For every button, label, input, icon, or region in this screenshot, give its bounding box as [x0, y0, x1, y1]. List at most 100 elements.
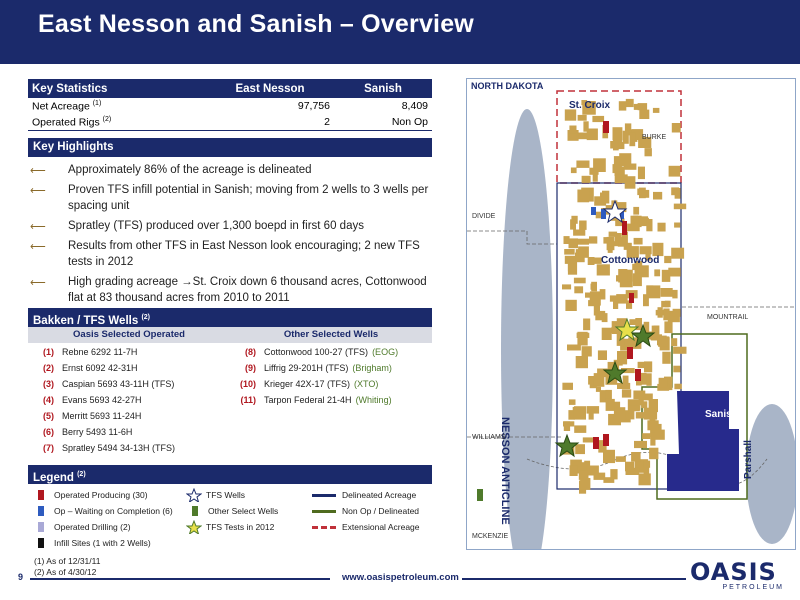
- well-number: (6): [43, 427, 54, 437]
- legend-item: Operated Producing (30): [38, 489, 148, 501]
- acreage-block: [615, 218, 625, 227]
- stats-row: Operated Rigs (2) 2 Non Op: [28, 114, 432, 131]
- sanish-boundary: [641, 333, 748, 500]
- acreage-block: [623, 163, 637, 170]
- area-label-sanish: Sanish: [705, 409, 738, 420]
- acreage-block: [626, 300, 633, 309]
- acreage-block: [622, 375, 629, 384]
- acreage-block: [597, 350, 607, 360]
- stats-col-east-nesson: East Nesson: [235, 82, 305, 95]
- wells-footnote: (2): [141, 314, 151, 321]
- acreage-block: [625, 461, 635, 472]
- acreage-block: [643, 321, 650, 335]
- acreage-block: [583, 318, 591, 331]
- well-marker: [622, 221, 627, 235]
- acreage-block: [589, 236, 598, 244]
- acreage-block: [598, 440, 607, 453]
- company-logo: OASIS PETROLEUM: [690, 560, 790, 596]
- acreage-block: [662, 351, 671, 364]
- acreage-block: [639, 109, 650, 119]
- acreage-block: [631, 129, 644, 140]
- acreage-block: [593, 158, 606, 172]
- acreage-block: [612, 202, 627, 213]
- acreage-block: [577, 238, 589, 245]
- legend-label: Other Select Wells: [208, 506, 279, 516]
- well-name: Caspian 5693 43-11H (TFS): [62, 379, 175, 389]
- acreage-block: [642, 433, 651, 439]
- acreage-block: [672, 289, 678, 299]
- footnotes: (1) As of 12/31/11 (2) As of 4/30/12: [34, 556, 100, 578]
- acreage-block: [657, 307, 663, 318]
- acreage-block: [615, 456, 626, 462]
- acreage-block: [668, 267, 681, 277]
- swatch-icon: [38, 490, 44, 500]
- acreage-block: [625, 98, 634, 108]
- acreage-block: [645, 251, 651, 261]
- acreage-block: [576, 160, 590, 168]
- list-item: (7) Spratley 5494 34-13H (TFS): [28, 440, 230, 456]
- acreage-block: [633, 215, 639, 223]
- acreage-block: [593, 472, 606, 480]
- acreage-block: [602, 190, 610, 204]
- legend-label: Extensional Acreage: [342, 522, 420, 532]
- well-number: (7): [43, 443, 54, 453]
- acreage-block: [620, 410, 635, 420]
- sanish-acreage: [667, 391, 739, 491]
- page-title: East Nesson and Sanish – Overview: [38, 10, 474, 38]
- legend-item: Delineated Acreage: [312, 489, 416, 501]
- acreage-block: [614, 233, 622, 242]
- acreage-block: [639, 246, 652, 255]
- county-line: [467, 230, 557, 245]
- acreage-block: [628, 337, 642, 349]
- well-marker: [619, 209, 624, 219]
- acreage-block: [644, 148, 652, 157]
- well-name: Tarpon Federal 21-4H: [264, 395, 352, 405]
- well-number: (3): [43, 379, 54, 389]
- legend-header: Legend (2): [28, 465, 432, 484]
- legend-item: TFS Tests in 2012: [186, 520, 274, 534]
- legend-label: Non Op / Delineated: [342, 506, 420, 516]
- acreage-block: [569, 465, 578, 476]
- logo-word: OASIS: [690, 558, 777, 586]
- acreage-block: [674, 222, 681, 228]
- river-line: [526, 451, 768, 487]
- acreage-block: [648, 399, 658, 413]
- acreage-block: [646, 373, 652, 386]
- acreage-block: [639, 187, 646, 199]
- key-statistics-table: Key Statistics East Nesson Sanish Net Ac…: [28, 79, 432, 131]
- acreage-block: [674, 383, 682, 390]
- wells-right-header: Other Selected Wells: [283, 329, 379, 340]
- acreage-block: [570, 219, 576, 230]
- acreage-blocks: [562, 98, 687, 494]
- acreage-block: [614, 166, 625, 176]
- acreage-block: [637, 361, 645, 369]
- website-link[interactable]: www.oasispetroleum.com: [342, 572, 459, 583]
- acreage-block: [608, 231, 618, 237]
- well-operator: (Brigham): [352, 363, 392, 373]
- acreage-block: [603, 477, 615, 483]
- acreage-block: [614, 297, 628, 304]
- acreage-block: [586, 128, 598, 141]
- acreage-block: [614, 174, 628, 184]
- acreage-block: [616, 294, 628, 300]
- page-number: 9: [18, 572, 24, 582]
- acreage-block: [637, 166, 645, 180]
- acreage-block: [638, 136, 652, 148]
- legend-item: Operated Drilling (2): [38, 521, 131, 533]
- stats-label: Operated Rigs: [32, 116, 100, 129]
- acreage-block: [574, 425, 587, 433]
- acreage-block: [643, 407, 658, 420]
- legend-item: Op – Waiting on Completion (6): [38, 505, 173, 517]
- acreage-block: [631, 452, 641, 462]
- acreage-block: [613, 407, 626, 421]
- acreage-block: [634, 440, 647, 449]
- acreage-block: [658, 377, 668, 388]
- acreage-block: [653, 325, 660, 338]
- legend-label: Delineated Acreage: [342, 490, 417, 500]
- acreage-block: [664, 255, 672, 264]
- acreage-block: [644, 361, 653, 373]
- acreage-block: [564, 109, 577, 121]
- acreage-block: [673, 346, 687, 354]
- acreage-block: [652, 242, 664, 257]
- wells-header: Bakken / TFS Wells (2): [28, 308, 432, 327]
